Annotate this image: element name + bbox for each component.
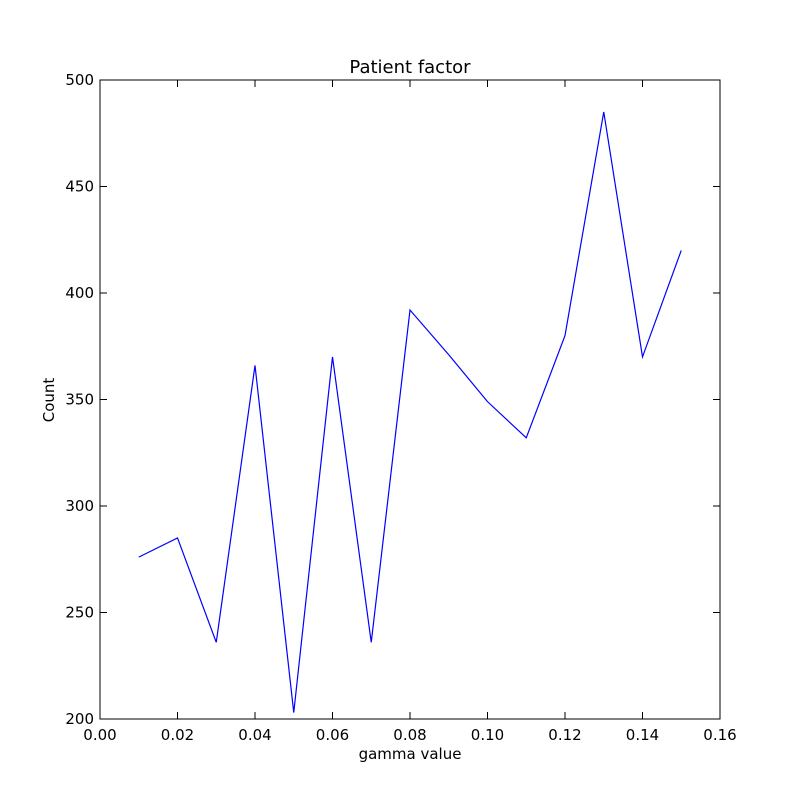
- y-tick-label: 500: [65, 71, 94, 89]
- y-tick-label: 300: [65, 497, 94, 515]
- y-tick-label: 400: [65, 284, 94, 302]
- x-tick-label: 0.04: [238, 726, 271, 744]
- x-tick-label: 0.00: [83, 726, 116, 744]
- y-tick-label: 450: [65, 178, 94, 196]
- y-axis-ticks: 200 250 300 350 400 450 500: [65, 71, 720, 728]
- x-tick-label: 0.02: [161, 726, 194, 744]
- x-tick-label: 0.14: [626, 726, 659, 744]
- y-tick-label: 250: [65, 604, 94, 622]
- y-tick-label: 350: [65, 391, 94, 409]
- x-tick-label: 0.16: [703, 726, 736, 744]
- x-tick-label: 0.12: [548, 726, 581, 744]
- chart-title: Patient factor: [349, 57, 471, 78]
- x-axis-label: gamma value: [359, 745, 462, 763]
- x-tick-label: 0.08: [393, 726, 426, 744]
- series-line-0: [138, 111, 682, 713]
- x-tick-label: 0.10: [471, 726, 504, 744]
- y-tick-label: 200: [65, 710, 94, 728]
- x-tick-label: 0.06: [316, 726, 349, 744]
- y-axis-label: Count: [40, 378, 58, 423]
- plot-frame: [99, 79, 721, 720]
- x-axis-ticks: 0.00 0.02 0.04 0.06 0.08 0.10 0.12 0.14 0.16: [83, 80, 737, 744]
- plot-series: [138, 111, 682, 713]
